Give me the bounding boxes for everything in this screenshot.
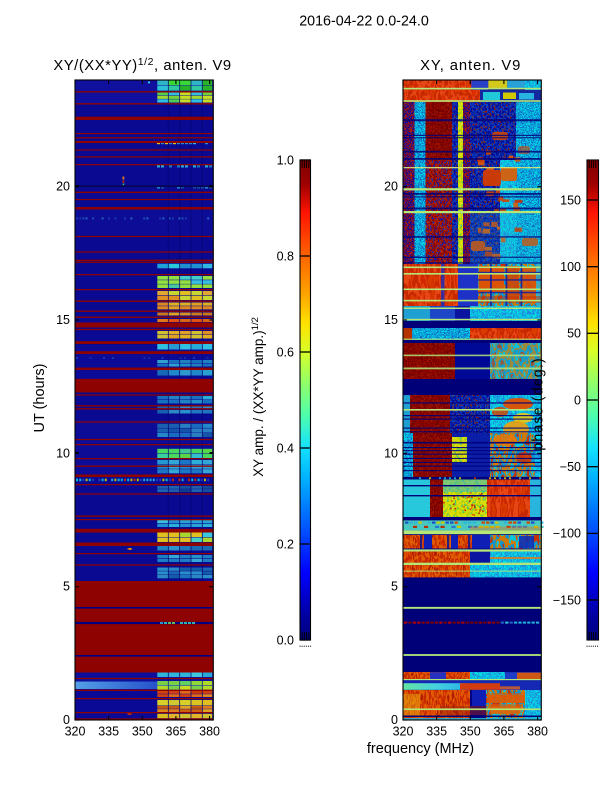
svg-text:0: 0 <box>63 713 70 727</box>
svg-text:1.0: 1.0 <box>277 153 294 167</box>
svg-text:XY amp. / (XX*YY amp.)1/2: XY amp. / (XX*YY amp.)1/2 <box>250 317 266 477</box>
svg-text:350: 350 <box>132 725 153 739</box>
svg-text:−100: −100 <box>553 527 581 541</box>
svg-text:365: 365 <box>166 725 187 739</box>
svg-text:phase (deg.): phase (deg.) <box>531 357 547 450</box>
svg-text:10: 10 <box>56 446 70 460</box>
svg-text:0.6: 0.6 <box>277 345 294 359</box>
svg-text:335: 335 <box>426 725 447 739</box>
svg-text:15: 15 <box>384 313 398 327</box>
svg-text:50: 50 <box>567 327 581 341</box>
svg-text:5: 5 <box>391 580 398 594</box>
svg-text:XY, anten. V9: XY, anten. V9 <box>420 58 521 74</box>
svg-text:380: 380 <box>199 725 220 739</box>
svg-text:0.4: 0.4 <box>277 441 294 455</box>
svg-text:0: 0 <box>574 393 581 407</box>
svg-text:365: 365 <box>494 725 515 739</box>
svg-text:UT (hours): UT (hours) <box>32 363 48 432</box>
svg-text:10: 10 <box>384 446 398 460</box>
svg-text:0.8: 0.8 <box>277 249 294 263</box>
svg-text:20: 20 <box>384 180 398 194</box>
svg-text:XY/(XX*YY)1/2, anten. V9: XY/(XX*YY)1/2, anten. V9 <box>53 56 231 74</box>
svg-text:15: 15 <box>56 313 70 327</box>
svg-text:380: 380 <box>527 725 548 739</box>
svg-text:320: 320 <box>393 725 414 739</box>
svg-text:−150: −150 <box>553 593 581 607</box>
svg-text:0: 0 <box>391 713 398 727</box>
svg-text:320: 320 <box>65 725 86 739</box>
svg-text:0.0: 0.0 <box>277 633 294 647</box>
svg-text:150: 150 <box>560 193 581 207</box>
svg-text:2016-04-22 0.0-24.0: 2016-04-22 0.0-24.0 <box>299 14 429 30</box>
svg-text:20: 20 <box>56 180 70 194</box>
svg-text:5: 5 <box>63 580 70 594</box>
svg-text:frequency (MHz): frequency (MHz) <box>367 741 474 757</box>
svg-text:0.2: 0.2 <box>277 537 294 551</box>
svg-text:−50: −50 <box>560 460 581 474</box>
svg-text:350: 350 <box>460 725 481 739</box>
svg-text:100: 100 <box>560 260 581 274</box>
svg-text:335: 335 <box>98 725 119 739</box>
